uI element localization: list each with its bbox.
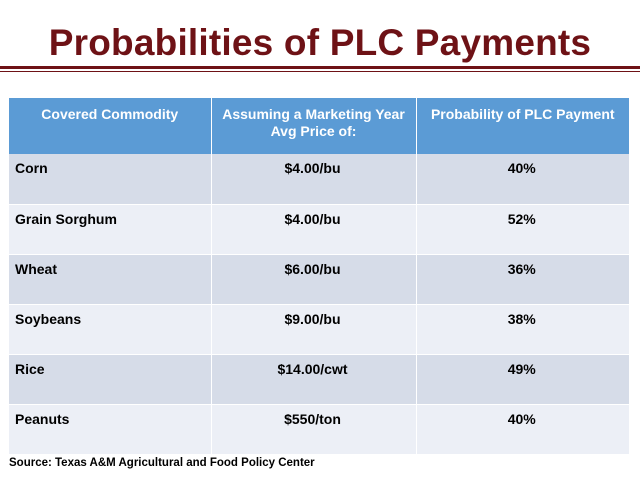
header-covered-commodity: Covered Commodity (9, 98, 212, 154)
price-cell: $14.00/cwt (211, 354, 417, 405)
probability-cell: 36% (416, 254, 629, 305)
title-divider (0, 66, 640, 74)
table-row: Rice $14.00/cwt 49% (9, 354, 629, 405)
header-avg-price: Assuming a Marketing Year Avg Price of: (211, 98, 417, 154)
probability-cell: 40% (416, 154, 629, 205)
price-cell: $4.00/bu (211, 204, 417, 255)
commodity-cell: Peanuts (9, 404, 212, 455)
probability-cell: 38% (416, 304, 629, 355)
commodity-cell: Wheat (9, 254, 212, 305)
price-cell: $4.00/bu (211, 154, 417, 205)
source-note: Source: Texas A&M Agricultural and Food … (9, 457, 315, 469)
probability-cell: 52% (416, 204, 629, 255)
title-divider-thin (0, 71, 640, 72)
price-cell: $550/ton (211, 404, 417, 455)
title-divider-thick (0, 66, 640, 69)
table-row: Peanuts $550/ton 40% (9, 404, 629, 455)
price-cell: $9.00/bu (211, 304, 417, 355)
probability-cell: 49% (416, 354, 629, 405)
table-row: Grain Sorghum $4.00/bu 52% (9, 204, 629, 255)
commodity-cell: Grain Sorghum (9, 204, 212, 255)
table-row: Corn $4.00/bu 40% (9, 154, 629, 205)
probability-cell: 40% (416, 404, 629, 455)
header-probability: Probability of PLC Payment (416, 98, 629, 154)
table-header-row: Covered Commodity Assuming a Marketing Y… (9, 98, 629, 154)
plc-probability-table: Covered Commodity Assuming a Marketing Y… (9, 98, 629, 455)
commodity-cell: Rice (9, 354, 212, 405)
commodity-cell: Corn (9, 154, 212, 205)
table-row: Soybeans $9.00/bu 38% (9, 304, 629, 355)
price-cell: $6.00/bu (211, 254, 417, 305)
page-title: Probabilities of PLC Payments (48, 22, 592, 63)
commodity-cell: Soybeans (9, 304, 212, 355)
table-row: Wheat $6.00/bu 36% (9, 254, 629, 305)
